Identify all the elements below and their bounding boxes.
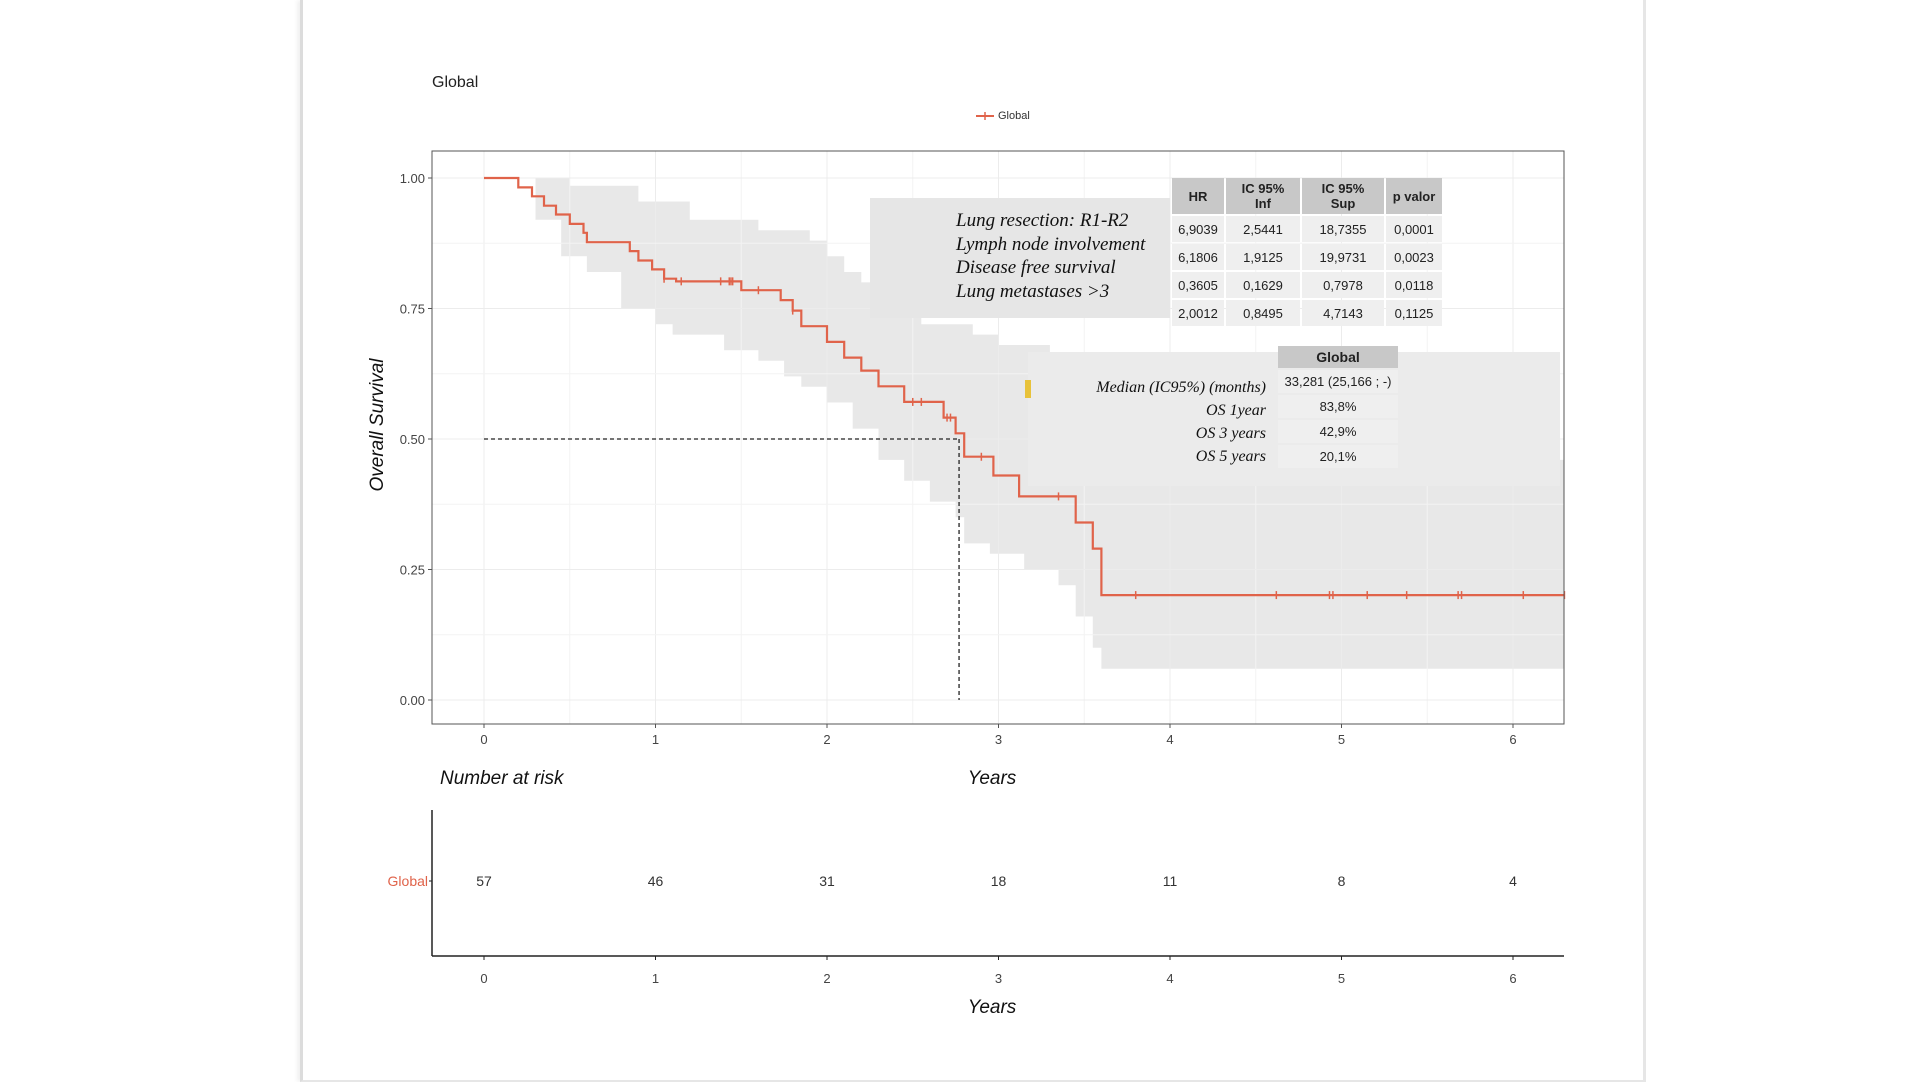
cox-label: Lung metastases >3: [956, 280, 1110, 302]
header-cell: IC 95% Inf: [1226, 178, 1300, 214]
table-cell: 2,0012: [1172, 300, 1224, 326]
table-row: 6,9039 2,5441 18,7355 0,0001: [1172, 216, 1442, 242]
risk-count: 31: [819, 873, 835, 889]
table-cell: 4,7143: [1302, 300, 1384, 326]
cox-row-labels: Lung resection: R1-R2 Lymph node involve…: [956, 209, 1145, 303]
risk-count: 57: [476, 873, 492, 889]
risk-x-tick-label: 4: [1166, 971, 1173, 986]
table-cell: 0,7978: [1302, 272, 1384, 298]
median-table: Global 33,281 (25,166 ; -) 83,8% 42,9% 2…: [1276, 344, 1400, 470]
header-cell: p valor: [1386, 178, 1442, 214]
table-row: 42,9%: [1278, 420, 1398, 443]
table-row: 33,281 (25,166 ; -): [1278, 370, 1398, 393]
table-cell: 0,1629: [1226, 272, 1300, 298]
cox-table: HR IC 95% Inf IC 95% Sup p valor 6,9039 …: [1170, 176, 1444, 328]
table-cell: 19,9731: [1302, 244, 1384, 270]
table-cell: 0,0118: [1386, 272, 1442, 298]
table-cell: 18,7355: [1302, 216, 1384, 242]
median-label: OS 3 years: [1195, 425, 1266, 442]
x-axis-label: Years: [967, 768, 1017, 789]
plot-title: Global: [432, 74, 479, 91]
confidence-band: [484, 178, 1565, 669]
risk-row-label: Global: [388, 873, 428, 889]
cox-label: Disease free survival: [956, 257, 1116, 278]
table-cell: 0,8495: [1226, 300, 1300, 326]
table-cell: 0,0001: [1386, 216, 1442, 242]
table-cell: 2,5441: [1226, 216, 1300, 242]
legend-label: Global: [998, 110, 1030, 122]
y-tick-label: 0.00: [400, 693, 425, 708]
median-label: Median (IC95%) (months): [1096, 379, 1266, 396]
y-tick-label: 0.25: [400, 563, 425, 578]
risk-count: 11: [1163, 873, 1178, 889]
median-row-labels: Median (IC95%) (months) OS 1year OS 3 ye…: [1040, 376, 1266, 468]
risk-count: 46: [648, 873, 664, 889]
table-row: 0,3605 0,1629 0,7978 0,0118: [1172, 272, 1442, 298]
median-label: OS 5 years: [1195, 448, 1266, 465]
table-row: 2,0012 0,8495 4,7143 0,1125: [1172, 300, 1442, 326]
table-cell: 20,1%: [1278, 445, 1398, 468]
legend-line-icon: [976, 112, 994, 120]
x-tick-label: 0: [480, 732, 487, 747]
risk-count: 4: [1509, 873, 1517, 889]
header-cell: Global: [1278, 346, 1398, 368]
y-tick-label: 1.00: [400, 171, 425, 186]
y-tick-label: 0.75: [400, 302, 425, 317]
x-tick-label: 5: [1338, 732, 1345, 747]
cox-label: Lymph node involvement: [956, 233, 1146, 255]
x-tick-label: 3: [995, 732, 1002, 747]
header-cell: HR: [1172, 178, 1224, 214]
risk-x-axis-label: Years: [967, 997, 1017, 1018]
x-tick-label: 2: [823, 732, 830, 747]
table-header-row: Global: [1278, 346, 1398, 368]
risk-x-tick-label: 5: [1338, 971, 1345, 986]
table-cell: 6,9039: [1172, 216, 1224, 242]
table-header-row: HR IC 95% Inf IC 95% Sup p valor: [1172, 178, 1442, 214]
risk-count: 18: [991, 873, 1007, 889]
risk-x-tick-label: 0: [480, 971, 487, 986]
table-cell: 0,1125: [1386, 300, 1442, 326]
legend: Global: [976, 110, 1030, 122]
y-tick-label: 0.50: [400, 432, 425, 447]
cox-label: Lung resection: R1-R2: [956, 210, 1129, 231]
header-cell: IC 95% Sup: [1302, 178, 1384, 214]
risk-x-tick-label: 1: [652, 971, 659, 986]
median-label: OS 1year: [1206, 402, 1266, 419]
survival-curve-global: [484, 176, 1565, 597]
yellow-marker: [1025, 380, 1031, 398]
risk-x-tick-label: 2: [823, 971, 830, 986]
table-cell: 6,1806: [1172, 244, 1224, 270]
cox-panel: [870, 198, 1170, 318]
x-tick-label: 4: [1166, 732, 1173, 747]
table-cell: 0,0023: [1386, 244, 1442, 270]
risk-x-tick-label: 6: [1509, 971, 1516, 986]
table-cell: 1,9125: [1226, 244, 1300, 270]
table-row: 20,1%: [1278, 445, 1398, 468]
table-cell: 33,281 (25,166 ; -): [1278, 370, 1398, 393]
x-tick-label: 6: [1509, 732, 1516, 747]
table-cell: 0,3605: [1172, 272, 1224, 298]
table-row: 83,8%: [1278, 395, 1398, 418]
risk-x-tick-label: 3: [995, 971, 1002, 986]
x-tick-label: 1: [652, 732, 659, 747]
table-cell: 42,9%: [1278, 420, 1398, 443]
table-cell: 83,8%: [1278, 395, 1398, 418]
risk-count: 8: [1338, 873, 1346, 889]
risk-table-title: Number at risk: [440, 768, 564, 789]
table-row: 6,1806 1,9125 19,9731 0,0023: [1172, 244, 1442, 270]
